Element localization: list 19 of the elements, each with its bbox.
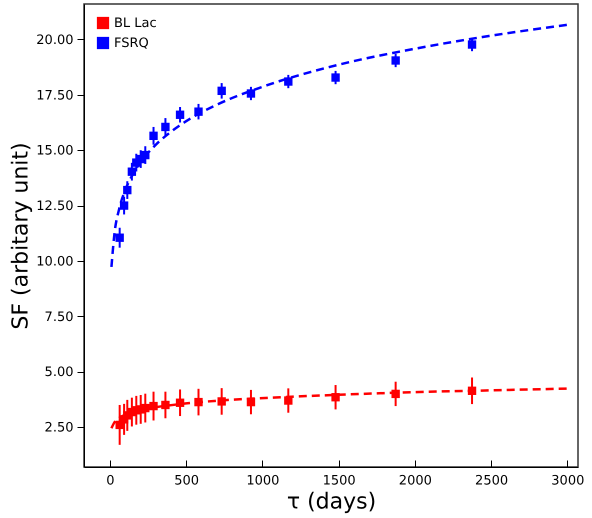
x-axis-title: τ (days) <box>286 490 376 514</box>
x-tick-label: 500 <box>174 474 200 488</box>
legend-label: FSRQ <box>114 36 149 51</box>
y-tick-label: 17.50 <box>36 88 74 104</box>
y-tick-label: 20.00 <box>36 32 74 48</box>
y-tick-label: 12.50 <box>36 199 74 214</box>
y-axis-title: SF (arbitary unit) <box>8 142 34 330</box>
x-tick-label: 0 <box>106 474 115 488</box>
x-tick-label: 1000 <box>246 474 280 488</box>
x-tick-label: 3000 <box>551 474 584 488</box>
x-tick-label: 2500 <box>475 474 508 488</box>
y-tick-label: 2.50 <box>44 420 74 436</box>
y-tick-label: 5.00 <box>44 365 74 380</box>
x-tick-label: 1500 <box>322 474 356 488</box>
y-tick-label: 15.00 <box>36 144 74 159</box>
legend-label: BL Lac <box>114 16 157 31</box>
x-tick-label: 2000 <box>398 474 432 488</box>
y-tick-label: 10.00 <box>36 254 74 270</box>
y-tick-label: 7.50 <box>44 310 74 325</box>
